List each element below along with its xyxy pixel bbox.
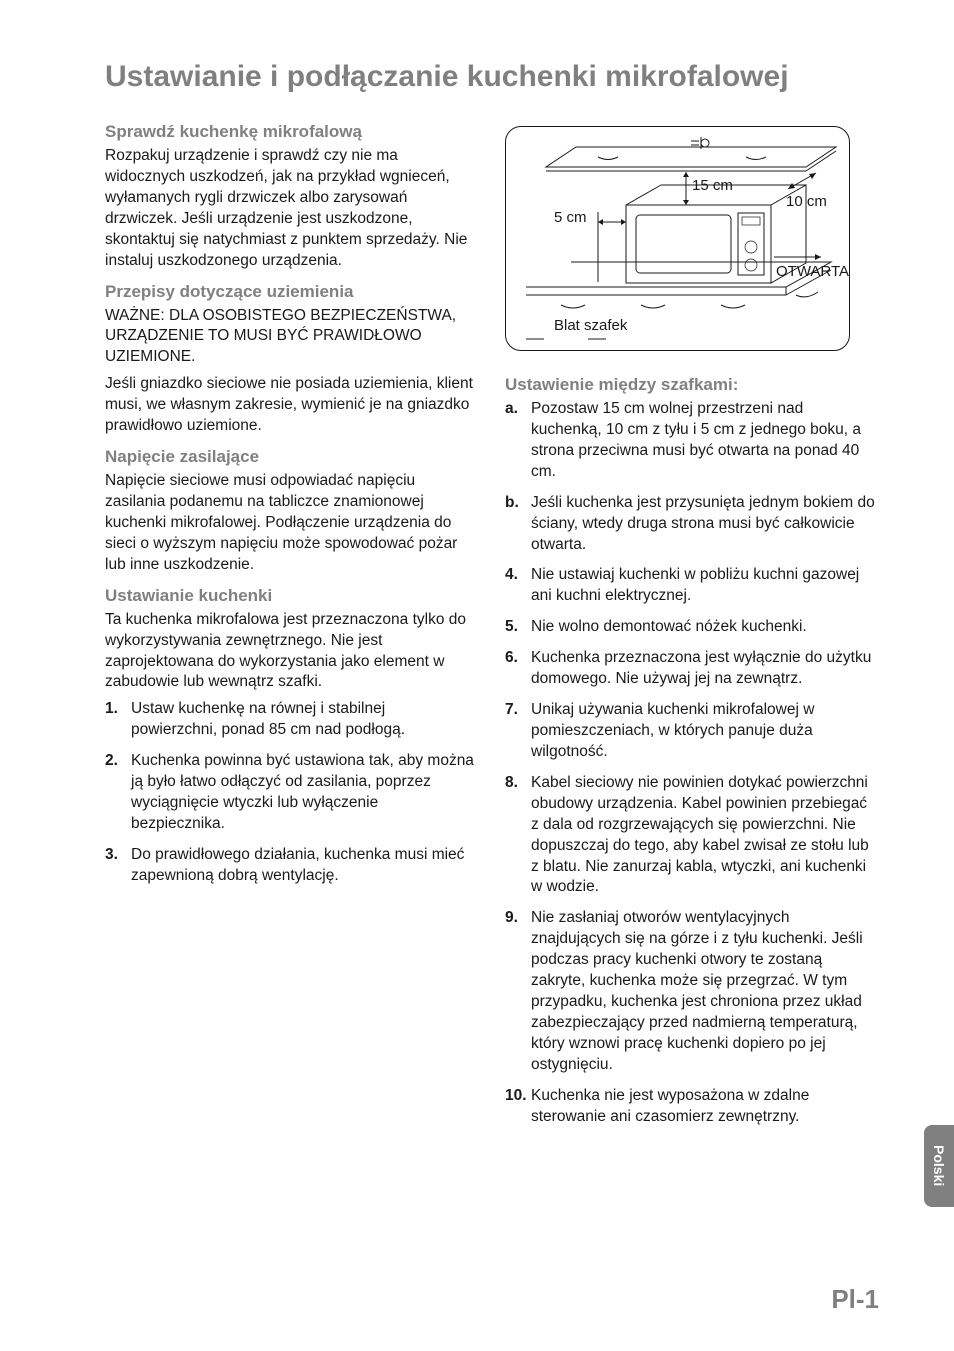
para-grounding-1: WAŻNE: DLA OSOBISTEGO BEZPIECZEŃSTWA, UR… bbox=[105, 306, 475, 369]
list-num: 7. bbox=[505, 700, 531, 763]
clearance-diagram: 15 cm 5 cm 10 cm OTWARTA Blat szafek bbox=[505, 126, 850, 351]
list-num: 8. bbox=[505, 773, 531, 899]
list-text: Nie wolno demontować nóżek kuchenki. bbox=[531, 617, 875, 638]
fig-label-rightbottom: OTWARTA bbox=[776, 263, 849, 280]
list-text: Do prawidłowego działania, kuchenka musi… bbox=[131, 845, 475, 887]
heading-grounding: Przepisy dotyczące uziemienia bbox=[105, 282, 475, 302]
list-text: Kuchenka nie jest wyposażona w zdalne st… bbox=[531, 1086, 875, 1128]
heading-placement: Ustawianie kuchenki bbox=[105, 586, 475, 606]
list-text: Unikaj używania kuchenki mikrofalowej w … bbox=[531, 700, 875, 763]
list-item: 5. Nie wolno demontować nóżek kuchenki. bbox=[505, 617, 875, 638]
list-num: b. bbox=[505, 493, 531, 556]
list-num: 2. bbox=[105, 751, 131, 835]
fig-label-top: 15 cm bbox=[692, 177, 733, 194]
list-text: Kuchenka przeznaczona jest wyłącznie do … bbox=[531, 648, 875, 690]
page-number: Pl-1 bbox=[831, 1284, 879, 1315]
list-item: 7. Unikaj używania kuchenki mikrofalowej… bbox=[505, 700, 875, 763]
list-item: 3. Do prawidłowego działania, kuchenka m… bbox=[105, 845, 475, 887]
list-item: 4. Nie ustawiaj kuchenki w pobliżu kuchn… bbox=[505, 565, 875, 607]
list-item: 8. Kabel sieciowy nie powinien dotykać p… bbox=[505, 773, 875, 899]
list-num: 9. bbox=[505, 908, 531, 1075]
list-text: Pozostaw 15 cm wolnej przestrzeni nad ku… bbox=[531, 399, 875, 483]
list-text: Nie zasłaniaj otworów wentylacyjnych zna… bbox=[531, 908, 875, 1075]
para-voltage: Napięcie sieciowe musi odpowiadać napięc… bbox=[105, 471, 475, 576]
list-num: 6. bbox=[505, 648, 531, 690]
list-text: Kabel sieciowy nie powinien dotykać powi… bbox=[531, 773, 875, 899]
list-text: Ustaw kuchenkę na równej i stabilnej pow… bbox=[131, 699, 475, 741]
list-num: 10. bbox=[505, 1086, 531, 1128]
heading-voltage: Napięcie zasilające bbox=[105, 447, 475, 467]
list-num: a. bbox=[505, 399, 531, 483]
right-column: 15 cm 5 cm 10 cm OTWARTA Blat szafek Ust… bbox=[505, 122, 875, 1138]
list-num: 5. bbox=[505, 617, 531, 638]
fig-label-left: 5 cm bbox=[554, 209, 587, 226]
para-placement: Ta kuchenka mikrofalowa jest przeznaczon… bbox=[105, 610, 475, 694]
heading-check: Sprawdź kuchenkę mikrofalową bbox=[105, 122, 475, 142]
list-item: a. Pozostaw 15 cm wolnej przestrzeni nad… bbox=[505, 399, 875, 483]
list-text: Nie ustawiaj kuchenki w pobliżu kuchni g… bbox=[531, 565, 875, 607]
left-column: Sprawdź kuchenkę mikrofalową Rozpakuj ur… bbox=[105, 122, 475, 1138]
two-column-layout: Sprawdź kuchenkę mikrofalową Rozpakuj ur… bbox=[105, 122, 879, 1138]
list-text: Kuchenka powinna być ustawiona tak, aby … bbox=[131, 751, 475, 835]
list-item: b. Jeśli kuchenka jest przysunięta jedny… bbox=[505, 493, 875, 556]
list-item: 1. Ustaw kuchenkę na równej i stabilnej … bbox=[105, 699, 475, 741]
list-num: 1. bbox=[105, 699, 131, 741]
heading-between-cabinets: Ustawienie między szafkami: bbox=[505, 375, 875, 395]
list-item: 10. Kuchenka nie jest wyposażona w zdaln… bbox=[505, 1086, 875, 1128]
para-check: Rozpakuj urządzenie i sprawdź czy nie ma… bbox=[105, 146, 475, 272]
list-text: Jeśli kuchenka jest przysunięta jednym b… bbox=[531, 493, 875, 556]
language-tab: Polski bbox=[924, 1125, 954, 1207]
list-item: 2. Kuchenka powinna być ustawiona tak, a… bbox=[105, 751, 475, 835]
fig-label-bottom: Blat szafek bbox=[554, 317, 627, 334]
language-tab-label: Polski bbox=[931, 1145, 947, 1186]
list-item: 6. Kuchenka przeznaczona jest wyłącznie … bbox=[505, 648, 875, 690]
page-title: Ustawianie i podłączanie kuchenki mikrof… bbox=[105, 60, 879, 94]
para-grounding-2: Jeśli gniazdko sieciowe nie posiada uzie… bbox=[105, 374, 475, 437]
list-item: 9. Nie zasłaniaj otworów wentylacyjnych … bbox=[505, 908, 875, 1075]
fig-label-righttop: 10 cm bbox=[786, 193, 827, 210]
list-num: 3. bbox=[105, 845, 131, 887]
list-num: 4. bbox=[505, 565, 531, 607]
